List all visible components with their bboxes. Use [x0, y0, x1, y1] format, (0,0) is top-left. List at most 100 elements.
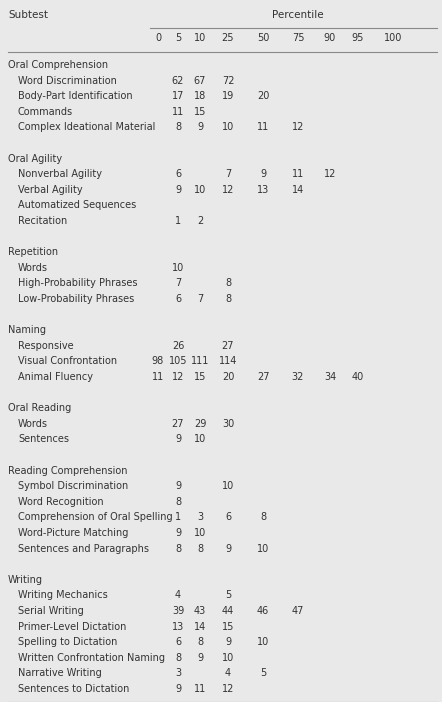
Text: 11: 11: [152, 372, 164, 382]
Text: 3: 3: [175, 668, 181, 678]
Text: 30: 30: [222, 419, 234, 429]
Text: 12: 12: [324, 169, 336, 179]
Text: 15: 15: [194, 107, 206, 117]
Text: 6: 6: [175, 294, 181, 304]
Text: 29: 29: [194, 419, 206, 429]
Text: 44: 44: [222, 606, 234, 616]
Text: Sentences to Dictation: Sentences to Dictation: [18, 684, 130, 694]
Text: Symbol Discrimination: Symbol Discrimination: [18, 481, 128, 491]
Text: 5: 5: [175, 33, 181, 43]
Text: 12: 12: [222, 684, 234, 694]
Text: Spelling to Dictation: Spelling to Dictation: [18, 637, 118, 647]
Text: Verbal Agility: Verbal Agility: [18, 185, 83, 194]
Text: Writing: Writing: [8, 575, 43, 585]
Text: 50: 50: [257, 33, 269, 43]
Text: 111: 111: [191, 357, 209, 366]
Text: 10: 10: [222, 122, 234, 133]
Text: 9: 9: [225, 543, 231, 554]
Text: 47: 47: [292, 606, 304, 616]
Text: 26: 26: [172, 340, 184, 351]
Text: 7: 7: [225, 169, 231, 179]
Text: Nonverbal Agility: Nonverbal Agility: [18, 169, 102, 179]
Text: 8: 8: [175, 653, 181, 663]
Text: 9: 9: [197, 653, 203, 663]
Text: Sentences: Sentences: [18, 435, 69, 444]
Text: High-Probability Phrases: High-Probability Phrases: [18, 279, 137, 289]
Text: 8: 8: [197, 543, 203, 554]
Text: 10: 10: [194, 33, 206, 43]
Text: 9: 9: [175, 684, 181, 694]
Text: 27: 27: [257, 372, 269, 382]
Text: 10: 10: [194, 185, 206, 194]
Text: 6: 6: [175, 637, 181, 647]
Text: 11: 11: [257, 122, 269, 133]
Text: Words: Words: [18, 263, 48, 273]
Text: Oral Agility: Oral Agility: [8, 154, 62, 164]
Text: 9: 9: [225, 637, 231, 647]
Text: 90: 90: [324, 33, 336, 43]
Text: Reading Comprehension: Reading Comprehension: [8, 465, 127, 475]
Text: Writing Mechanics: Writing Mechanics: [18, 590, 108, 600]
Text: Comprehension of Oral Spelling: Comprehension of Oral Spelling: [18, 512, 173, 522]
Text: 6: 6: [175, 169, 181, 179]
Text: Word Recognition: Word Recognition: [18, 497, 103, 507]
Text: 8: 8: [175, 122, 181, 133]
Text: 10: 10: [222, 481, 234, 491]
Text: Low-Probability Phrases: Low-Probability Phrases: [18, 294, 134, 304]
Text: Complex Ideational Material: Complex Ideational Material: [18, 122, 156, 133]
Text: 43: 43: [194, 606, 206, 616]
Text: 72: 72: [222, 76, 234, 86]
Text: 8: 8: [225, 279, 231, 289]
Text: 10: 10: [257, 543, 269, 554]
Text: 34: 34: [324, 372, 336, 382]
Text: 67: 67: [194, 76, 206, 86]
Text: 5: 5: [225, 590, 231, 600]
Text: 14: 14: [194, 621, 206, 632]
Text: 13: 13: [172, 621, 184, 632]
Text: Body-Part Identification: Body-Part Identification: [18, 91, 133, 101]
Text: Animal Fluency: Animal Fluency: [18, 372, 93, 382]
Text: Naming: Naming: [8, 325, 46, 335]
Text: 10: 10: [194, 435, 206, 444]
Text: 9: 9: [175, 481, 181, 491]
Text: 9: 9: [175, 185, 181, 194]
Text: 11: 11: [194, 684, 206, 694]
Text: 8: 8: [197, 637, 203, 647]
Text: Oral Reading: Oral Reading: [8, 403, 71, 413]
Text: 10: 10: [194, 528, 206, 538]
Text: 46: 46: [257, 606, 269, 616]
Text: 10: 10: [172, 263, 184, 273]
Text: 17: 17: [172, 91, 184, 101]
Text: 15: 15: [194, 372, 206, 382]
Text: 98: 98: [152, 357, 164, 366]
Text: 15: 15: [222, 621, 234, 632]
Text: 9: 9: [260, 169, 266, 179]
Text: 9: 9: [175, 528, 181, 538]
Text: Oral Comprehension: Oral Comprehension: [8, 60, 108, 70]
Text: 62: 62: [172, 76, 184, 86]
Text: 9: 9: [175, 435, 181, 444]
Text: 14: 14: [292, 185, 304, 194]
Text: 1: 1: [175, 512, 181, 522]
Text: 10: 10: [257, 637, 269, 647]
Text: 6: 6: [225, 512, 231, 522]
Text: 75: 75: [292, 33, 304, 43]
Text: Serial Writing: Serial Writing: [18, 606, 84, 616]
Text: 11: 11: [292, 169, 304, 179]
Text: 39: 39: [172, 606, 184, 616]
Text: 8: 8: [260, 512, 266, 522]
Text: Automatized Sequences: Automatized Sequences: [18, 200, 136, 211]
Text: 27: 27: [222, 340, 234, 351]
Text: 7: 7: [197, 294, 203, 304]
Text: 19: 19: [222, 91, 234, 101]
Text: Word Discrimination: Word Discrimination: [18, 76, 117, 86]
Text: Commands: Commands: [18, 107, 73, 117]
Text: 105: 105: [169, 357, 187, 366]
Text: 10: 10: [222, 653, 234, 663]
Text: 0: 0: [155, 33, 161, 43]
Text: 27: 27: [172, 419, 184, 429]
Text: Responsive: Responsive: [18, 340, 74, 351]
Text: 2: 2: [197, 216, 203, 226]
Text: 9: 9: [197, 122, 203, 133]
Text: 13: 13: [257, 185, 269, 194]
